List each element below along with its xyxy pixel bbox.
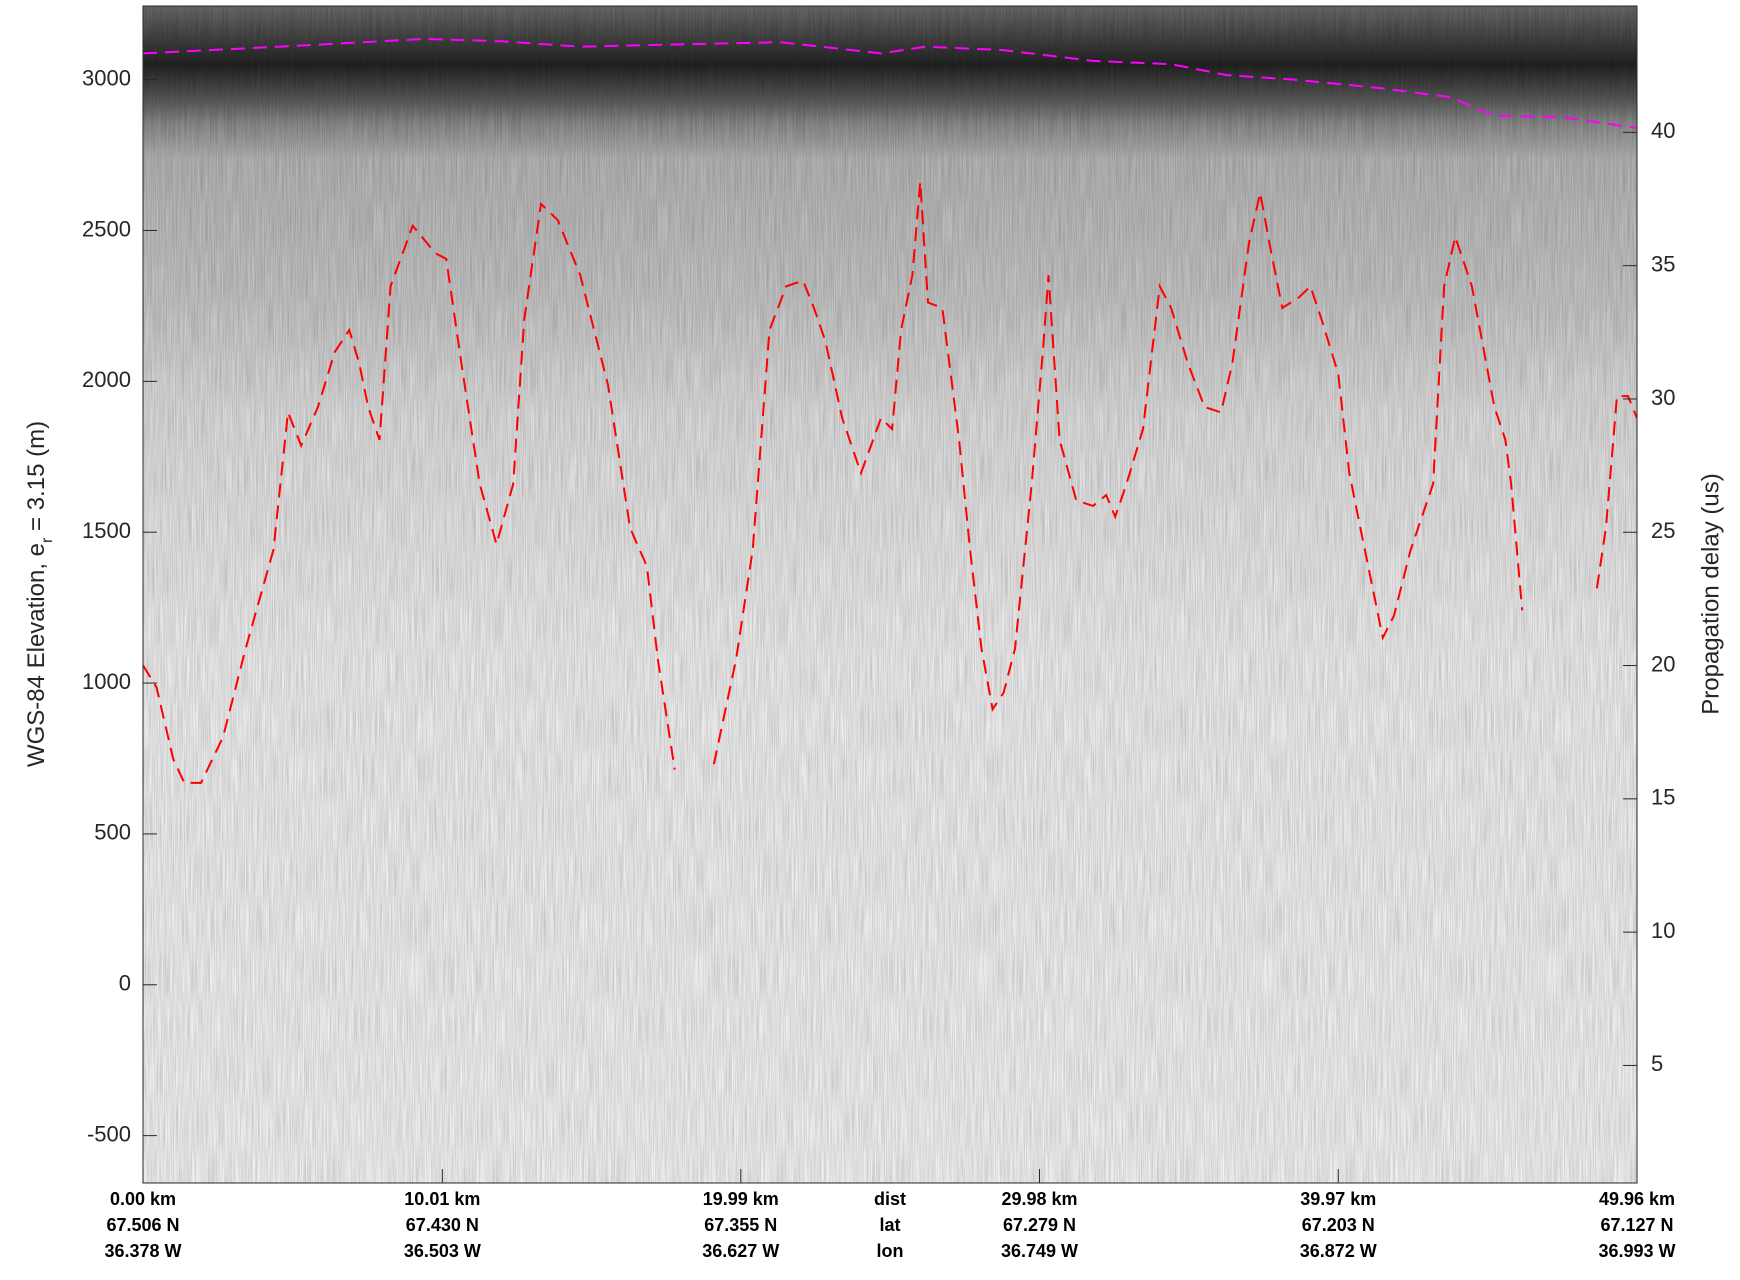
plot-area [143,37,1637,784]
y2-tick-label: 10 [1651,918,1675,943]
y2-tick-label: 40 [1651,118,1675,143]
y-label-part: = 3.15 (m) [23,421,50,538]
x-tick-label: 0.00 km [110,1189,176,1209]
x-tick-label: 29.98 km [1001,1189,1077,1209]
y-tick-label: 2500 [82,216,131,241]
x-tick-label: 49.96 km [1599,1189,1675,1209]
y2-tick-label: 30 [1651,385,1675,410]
x-tick-label: 39.97 km [1300,1189,1376,1209]
x-row-label: dist [874,1189,906,1209]
x-tick-lat: 67.203 N [1302,1215,1375,1235]
x-row-label: lat [879,1215,900,1235]
x-tick-label: 19.99 km [703,1189,779,1209]
y-label-subscript: r [39,537,56,543]
y-tick-label: 3000 [82,65,131,90]
y-tick-label: 1000 [82,669,131,694]
x-tick-lon: 36.749 W [1001,1241,1078,1261]
plot-frame [142,5,1638,1184]
x-tick-lon: 36.872 W [1300,1241,1377,1261]
x-tick-lon: 36.503 W [404,1241,481,1261]
y-tick-label: 500 [94,820,131,845]
y-tick-label: -500 [87,1121,131,1146]
x-tick-lon: 36.627 W [702,1241,779,1261]
y-tick-label: 2000 [82,367,131,392]
series-line [143,37,1637,129]
y-label-part: WGS-84 Elevation, e [23,543,50,767]
x-tick-lat: 67.279 N [1003,1215,1076,1235]
y-tick-label: 0 [119,971,131,996]
y-axis-label: WGS-84 Elevation, er = 3.15 (m) [23,421,56,767]
x-tick-lon: 36.993 W [1598,1241,1675,1261]
y2-tick-label: 35 [1651,251,1675,276]
y2-tick-label: 20 [1651,651,1675,676]
y2-axis-label: Propagation delay (us) [1697,473,1724,714]
y2-tick-label: 5 [1651,1051,1663,1076]
x-tick-lon: 36.378 W [104,1241,181,1261]
x-tick-lat: 67.430 N [406,1215,479,1235]
series-line [143,181,1637,784]
x-tick-lat: 67.506 N [106,1215,179,1235]
x-tick-lat: 67.355 N [704,1215,777,1235]
echogram [143,6,1637,1183]
y-tick-label: 1500 [82,518,131,543]
x-tick-label: 10.01 km [404,1189,480,1209]
y2-tick-label: 25 [1651,518,1675,543]
x-tick-lat: 67.127 N [1600,1215,1673,1235]
y2-tick-label: 15 [1651,785,1675,810]
x-row-label: lon [877,1241,904,1261]
